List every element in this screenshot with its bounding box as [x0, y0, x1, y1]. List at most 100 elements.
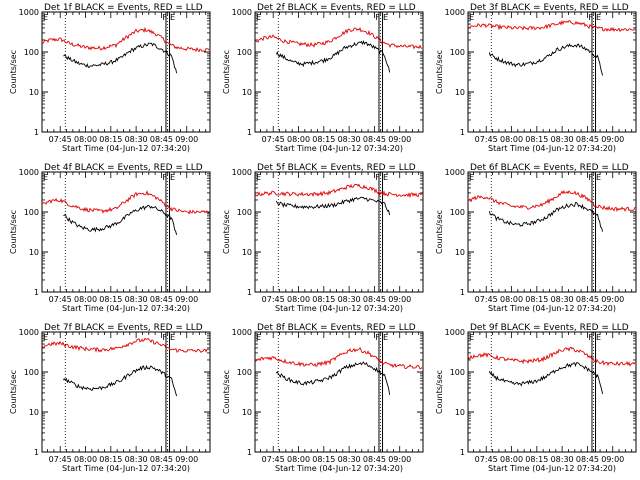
- flag-label: F: [375, 333, 380, 342]
- flag-label: F: [162, 333, 167, 342]
- x-tick-label: 08:00: [287, 135, 310, 144]
- plot-title: Det 3f BLACK = Events, RED = LLD: [470, 3, 629, 13]
- flag-label: E: [469, 173, 474, 182]
- plot-frame: [254, 11, 424, 133]
- plot-title: Det 7f BLACK = Events, RED = LLD: [44, 323, 203, 333]
- y-tick-label: 100: [24, 48, 39, 57]
- x-tick-label: 07:45: [475, 135, 498, 144]
- y-tick-label: 1000: [445, 8, 465, 17]
- events-series-line: [488, 43, 604, 76]
- x-tick-label: 08:15: [99, 295, 122, 304]
- y-tick-label: 1000: [445, 168, 465, 177]
- y-tick-label: 100: [450, 208, 465, 217]
- plot-frame: [41, 11, 211, 133]
- x-tick-label: 08:30: [551, 295, 574, 304]
- flag-label: F: [162, 173, 167, 182]
- y-tick-label: 1: [247, 288, 252, 297]
- flag-label: E: [383, 333, 388, 342]
- y-tick-label: 10: [242, 408, 252, 417]
- flag-label: E: [43, 333, 48, 342]
- y-tick-label: 1000: [445, 328, 465, 337]
- flag-label: F: [375, 173, 380, 182]
- x-tick-label: 08:45: [576, 135, 599, 144]
- x-tick-label: 08:15: [99, 455, 122, 464]
- x-tick-label: 08:45: [150, 135, 173, 144]
- x-tick-label: 09:00: [601, 295, 624, 304]
- flag-label: E: [256, 333, 261, 342]
- x-tick-label: 07:45: [262, 135, 285, 144]
- x-tick-label: 08:30: [551, 455, 574, 464]
- x-tick-label: 09:00: [388, 295, 411, 304]
- y-axis-label: Counts/sec: [222, 370, 231, 414]
- plot-frame: [467, 331, 637, 453]
- lld-series-line: [467, 19, 636, 32]
- y-tick-label: 10: [242, 88, 252, 97]
- x-tick-label: 07:45: [262, 455, 285, 464]
- y-axis-label: Counts/sec: [9, 210, 18, 254]
- x-tick-label: 07:45: [262, 295, 285, 304]
- events-series-line: [488, 202, 604, 232]
- y-tick-label: 100: [237, 208, 252, 217]
- x-tick-label: 07:45: [49, 455, 72, 464]
- y-tick-label: 100: [450, 368, 465, 377]
- panel-det-7: Det 7f BLACK = Events, RED = LLD 1 10 100 10…: [9, 323, 211, 473]
- y-tick-label: 1: [247, 448, 252, 457]
- panel-det-8: Det 8f BLACK = Events, RED = LLD 1 10 100 10…: [222, 323, 424, 473]
- y-tick-label: 10: [455, 88, 465, 97]
- lld-series-line: [467, 346, 636, 367]
- x-tick-label: 08:45: [150, 455, 173, 464]
- flag-label: F: [588, 333, 593, 342]
- y-tick-label: 1: [34, 128, 39, 137]
- flag-label: E: [596, 333, 601, 342]
- events-series-line: [488, 362, 604, 394]
- plot-title: Det 1f BLACK = Events, RED = LLD: [44, 3, 203, 13]
- x-tick-label: 08:15: [525, 455, 548, 464]
- flag-label: E: [256, 173, 261, 182]
- y-axis-label: Counts/sec: [435, 370, 444, 414]
- x-tick-label: 07:45: [475, 455, 498, 464]
- y-axis-label: Counts/sec: [435, 50, 444, 94]
- x-axis-label: Start Time (04-Jun-12 07:34:20): [275, 304, 403, 313]
- y-tick-label: 100: [24, 208, 39, 217]
- x-tick-label: 08:45: [363, 135, 386, 144]
- panel-det-2: Det 2f BLACK = Events, RED = LLD 1 10 100 10…: [222, 3, 424, 153]
- x-tick-label: 08:45: [576, 295, 599, 304]
- panel-det-5: Det 5f BLACK = Events, RED = LLD 1 10 100 10…: [222, 163, 424, 313]
- x-tick-label: 08:30: [125, 295, 148, 304]
- x-tick-label: 09:00: [388, 135, 411, 144]
- x-axis-label: Start Time (04-Jun-12 07:34:20): [62, 464, 190, 473]
- x-tick-label: 08:45: [576, 455, 599, 464]
- panel-det-9: Det 9f BLACK = Events, RED = LLD 1 10 100 10…: [435, 323, 637, 473]
- x-tick-label: 08:30: [125, 455, 148, 464]
- y-tick-label: 1000: [232, 8, 252, 17]
- y-tick-label: 10: [29, 88, 39, 97]
- events-series-line: [275, 196, 391, 216]
- x-tick-label: 08:00: [500, 455, 523, 464]
- y-tick-label: 1: [460, 128, 465, 137]
- panel-det-4: Det 4f BLACK = Events, RED = LLD 1 10 100 10…: [9, 163, 211, 313]
- events-series-line: [62, 364, 178, 397]
- x-tick-label: 08:45: [363, 455, 386, 464]
- flag-label: E: [170, 173, 175, 182]
- panel-det-6: Det 6f BLACK = Events, RED = LLD 1 10 100 10…: [435, 163, 637, 313]
- panel-det-3: Det 3f BLACK = Events, RED = LLD 1 10 100 10…: [435, 3, 637, 153]
- x-tick-label: 08:00: [500, 295, 523, 304]
- y-axis-label: Counts/sec: [9, 370, 18, 414]
- lld-series-line: [41, 190, 210, 215]
- x-axis-label: Start Time (04-Jun-12 07:34:20): [275, 464, 403, 473]
- x-tick-label: 08:00: [74, 455, 97, 464]
- flag-label: E: [469, 13, 474, 22]
- plot-title: Det 6f BLACK = Events, RED = LLD: [470, 163, 629, 173]
- lld-series-line: [254, 346, 423, 370]
- y-axis-label: Counts/sec: [9, 50, 18, 94]
- y-tick-label: 1: [34, 288, 39, 297]
- y-tick-label: 10: [29, 408, 39, 417]
- events-series-line: [275, 40, 391, 73]
- y-tick-label: 1: [34, 448, 39, 457]
- flag-label: E: [256, 13, 261, 22]
- x-tick-label: 09:00: [175, 455, 198, 464]
- x-axis-label: Start Time (04-Jun-12 07:34:20): [488, 144, 616, 153]
- plot-title: Det 8f BLACK = Events, RED = LLD: [257, 323, 416, 333]
- x-tick-label: 08:45: [150, 295, 173, 304]
